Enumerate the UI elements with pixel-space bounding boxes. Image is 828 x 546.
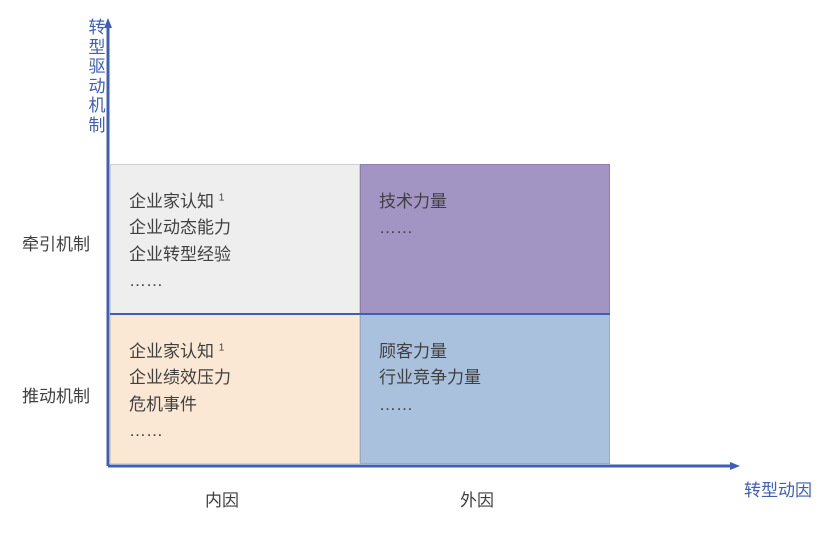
footnote-sup: 1 — [219, 192, 225, 203]
cell-line: 顾客力量 — [379, 339, 481, 365]
y-axis-title-char: 动 — [88, 77, 106, 97]
cell-line: 企业转型经验 — [129, 242, 231, 268]
x-axis-label-internal: 内因 — [205, 486, 239, 511]
x-axis-title: 转型动因 — [744, 476, 812, 501]
cell-line: 企业家认知 1 — [129, 339, 231, 365]
cell-content: 企业家认知 1企业绩效压力危机事件…… — [129, 339, 231, 444]
footnote-sup: 1 — [219, 342, 225, 353]
y-axis-title-char: 型 — [88, 38, 106, 58]
cell-line: 企业绩效压力 — [129, 365, 231, 391]
q-bottom-right: 顾客力量行业竞争力量…… — [360, 314, 610, 464]
cell-line: 技术力量 — [379, 189, 447, 215]
cell-line: …… — [379, 392, 481, 418]
y-axis-label-push: 推动机制 — [22, 382, 90, 407]
cell-line: 企业家认知 1 — [129, 189, 231, 215]
cell-line: …… — [129, 418, 231, 444]
cell-content: 企业家认知 1企业动态能力企业转型经验…… — [129, 189, 231, 294]
cell-content: 技术力量…… — [379, 189, 447, 242]
y-axis-title-char: 转 — [88, 18, 106, 38]
y-axis-title-char: 驱 — [88, 57, 106, 77]
quadrant-diagram: 企业家认知 1企业动态能力企业转型经验……技术力量……企业家认知 1企业绩效压力… — [0, 0, 828, 546]
cell-line: …… — [379, 215, 447, 241]
cell-line: …… — [129, 268, 231, 294]
cell-content: 顾客力量行业竞争力量…… — [379, 339, 481, 418]
q-top-right: 技术力量…… — [360, 164, 610, 314]
y-axis-title-char: 制 — [88, 116, 106, 136]
cell-line: 企业动态能力 — [129, 215, 231, 241]
y-axis-title-char: 机 — [88, 96, 106, 116]
cell-line: 行业竞争力量 — [379, 365, 481, 391]
x-axis-label-external: 外因 — [460, 486, 494, 511]
q-top-left: 企业家认知 1企业动态能力企业转型经验…… — [110, 164, 360, 314]
quadrant-grid: 企业家认知 1企业动态能力企业转型经验……技术力量……企业家认知 1企业绩效压力… — [110, 164, 610, 464]
y-axis-title: 转型驱动机制 — [88, 18, 106, 135]
q-bottom-left: 企业家认知 1企业绩效压力危机事件…… — [110, 314, 360, 464]
cell-line: 危机事件 — [129, 392, 231, 418]
y-axis-label-pull: 牵引机制 — [22, 230, 90, 255]
